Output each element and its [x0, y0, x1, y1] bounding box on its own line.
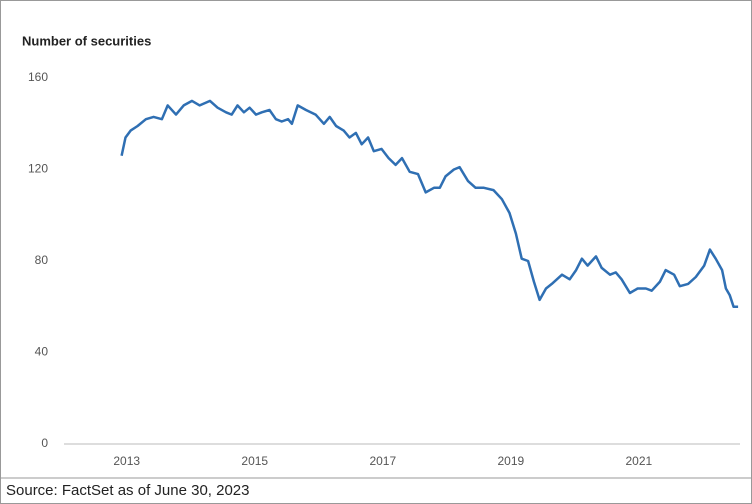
x-tick-label: 2017 [369, 454, 396, 468]
x-tick-label: 2013 [113, 454, 140, 468]
x-tick-label: 2019 [497, 454, 524, 468]
line [120, 99, 739, 309]
x-tick-label: 2015 [241, 454, 268, 468]
y-tick-label: 160 [28, 70, 48, 84]
y-tick-label: 40 [35, 345, 49, 359]
y-tick-label: 0 [41, 436, 48, 450]
y-tick-label: 80 [35, 253, 49, 267]
x-tick-label: 2021 [626, 454, 653, 468]
y-tick-label: 120 [28, 162, 48, 176]
source: Source: FactSet as of June 30, 2023 [6, 482, 250, 499]
chart-title: Number of securities [22, 33, 151, 48]
